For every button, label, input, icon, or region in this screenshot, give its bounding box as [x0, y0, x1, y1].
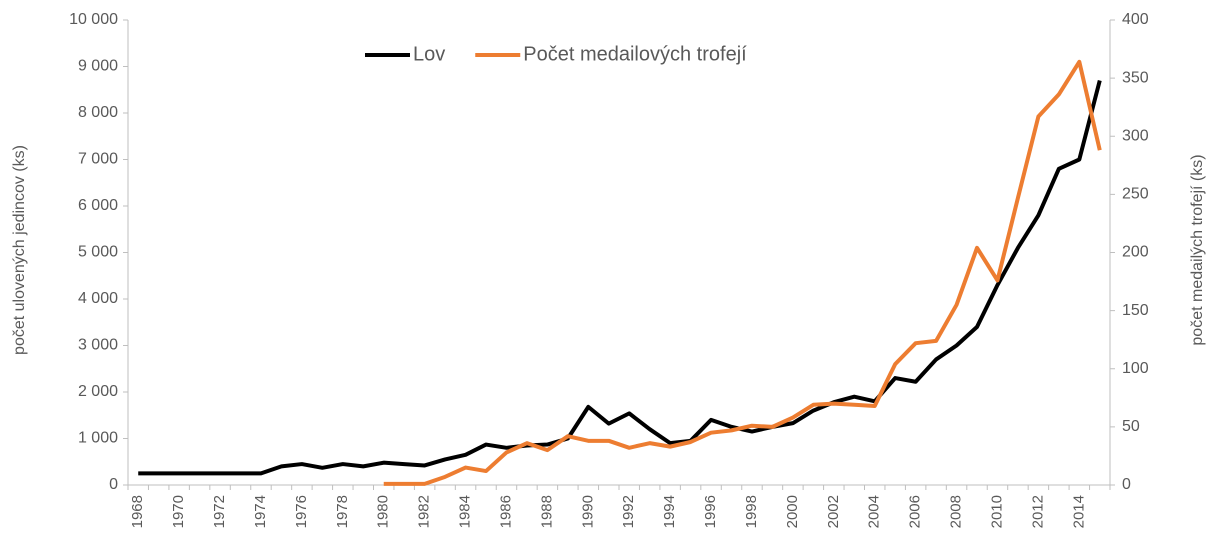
y2-tick-label: 0 [1122, 476, 1131, 493]
y-tick-label: 3 000 [78, 337, 118, 354]
x-tick-label: 1968 [129, 495, 146, 528]
y-tick-label: 9 000 [78, 58, 118, 75]
x-tick-label: 2008 [948, 495, 965, 528]
x-tick-label: 2006 [907, 495, 924, 528]
legend-label: Lov [413, 43, 445, 65]
x-tick-label: 1976 [293, 495, 310, 528]
y2-tick-label: 200 [1122, 244, 1149, 261]
x-tick-label: 1974 [252, 495, 269, 528]
y2-tick-label: 250 [1122, 186, 1149, 203]
y2-tick-label: 100 [1122, 360, 1149, 377]
x-tick-label: 2004 [866, 495, 883, 528]
y-tick-label: 4 000 [78, 290, 118, 307]
x-tick-label: 1972 [211, 495, 228, 528]
y2-tick-label: 50 [1122, 418, 1140, 435]
x-tick-label: 1998 [743, 495, 760, 528]
x-tick-label: 1990 [579, 495, 596, 528]
y2-tick-label: 350 [1122, 69, 1149, 86]
x-tick-label: 2010 [988, 495, 1005, 528]
series-line [383, 59, 1102, 486]
y2-tick-label: 400 [1122, 11, 1149, 28]
y-tick-label: 5 000 [78, 244, 118, 261]
x-tick-label: 1986 [497, 495, 514, 528]
x-tick-label: 1984 [457, 495, 474, 528]
x-tick-label: 2000 [784, 495, 801, 528]
x-tick-label: 1992 [620, 495, 637, 528]
x-tick-label: 2012 [1029, 495, 1046, 528]
x-tick-label: 1978 [334, 495, 351, 528]
y2-axis-label: počet medailých trofejí (ks) [1189, 154, 1206, 345]
y-tick-label: 6 000 [78, 197, 118, 214]
y-tick-label: 0 [109, 476, 118, 493]
y-tick-label: 10 000 [69, 11, 118, 28]
y-axis-label: počet ulovených jedincov (ks) [11, 145, 28, 355]
y-tick-label: 1 000 [78, 430, 118, 447]
y2-tick-label: 150 [1122, 302, 1149, 319]
y-tick-label: 7 000 [78, 151, 118, 168]
x-tick-label: 2014 [1070, 495, 1087, 528]
x-tick-label: 1996 [702, 495, 719, 528]
legend-label: Počet medailových trofejí [523, 43, 747, 65]
x-tick-label: 1994 [661, 495, 678, 528]
x-tick-label: 1970 [170, 495, 187, 528]
x-tick-label: 2002 [825, 495, 842, 528]
y-tick-label: 8 000 [78, 104, 118, 121]
y2-tick-label: 300 [1122, 127, 1149, 144]
x-tick-label: 1982 [416, 495, 433, 528]
series-line [138, 79, 1102, 476]
x-tick-label: 1988 [538, 495, 555, 528]
y-tick-label: 2 000 [78, 383, 118, 400]
x-tick-label: 1980 [375, 495, 392, 528]
